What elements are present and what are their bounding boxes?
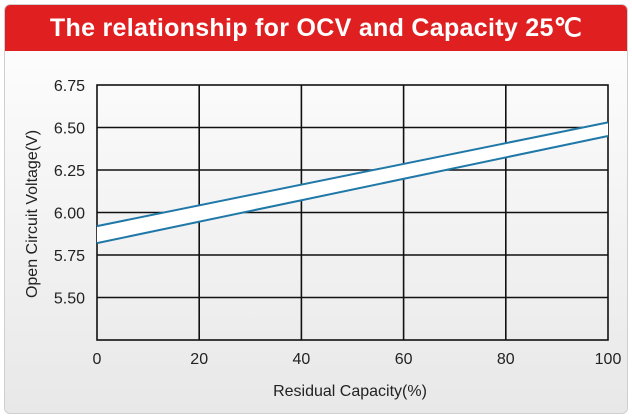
y-tick-label: 6.00 bbox=[54, 206, 85, 223]
x-axis-ticks: 0 20 40 60 80 100 bbox=[93, 351, 622, 368]
chart-title: The relationship for OCV and Capacity 25… bbox=[49, 14, 583, 42]
y-tick-label: 5.50 bbox=[54, 291, 85, 308]
chart-frame: The relationship for OCV and Capacity 25… bbox=[4, 4, 628, 414]
title-banner: The relationship for OCV and Capacity 25… bbox=[5, 5, 627, 51]
x-tick-label: 20 bbox=[190, 351, 208, 368]
y-tick-label: 5.75 bbox=[54, 248, 85, 265]
y-tick-label: 6.50 bbox=[54, 121, 85, 138]
x-axis-label: Residual Capacity(%) bbox=[273, 383, 427, 400]
y-tick-label: 6.75 bbox=[54, 78, 85, 95]
grid bbox=[96, 84, 609, 341]
y-axis-label: Open Circuit Voltage(V) bbox=[24, 130, 41, 298]
ocv-band bbox=[96, 121, 609, 245]
band-lower-line bbox=[96, 135, 609, 245]
x-tick-label: 100 bbox=[595, 351, 622, 368]
band-fill bbox=[97, 122, 608, 244]
band-upper-line bbox=[96, 121, 609, 228]
x-tick-label: 0 bbox=[93, 351, 102, 368]
x-tick-label: 60 bbox=[395, 351, 413, 368]
y-tick-label: 6.25 bbox=[54, 163, 85, 180]
x-tick-label: 80 bbox=[497, 351, 515, 368]
y-axis-ticks: 5.50 5.75 6.00 6.25 6.50 6.75 bbox=[54, 78, 85, 308]
x-tick-label: 40 bbox=[293, 351, 311, 368]
